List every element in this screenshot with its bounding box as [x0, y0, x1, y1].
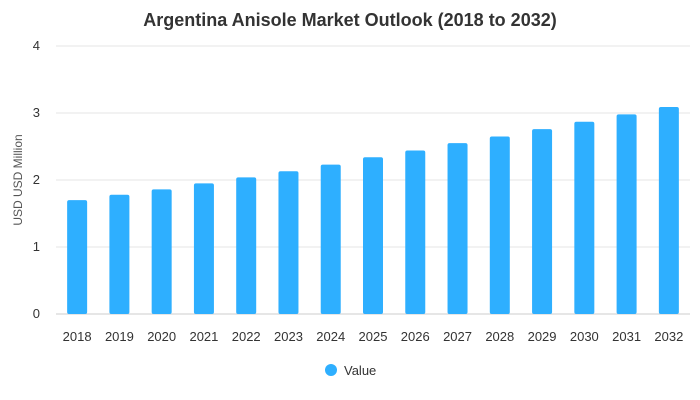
x-axis-ticks: 2018 2019 2020 2021 2022 2023 2024 2025 2026 2027…	[63, 329, 684, 344]
y-tick-label: 4	[33, 38, 40, 53]
x-tick-label: 2026	[401, 329, 430, 344]
bar-2024[interactable]	[320, 164, 341, 314]
x-tick-label: 2029	[528, 329, 557, 344]
bar-2023[interactable]	[278, 171, 299, 314]
legend[interactable]: Value	[325, 363, 376, 378]
bar-2031[interactable]	[616, 114, 637, 314]
bar-2022[interactable]	[236, 177, 257, 314]
bar-2021[interactable]	[193, 183, 214, 314]
x-tick-label: 2021	[189, 329, 218, 344]
legend-marker	[325, 364, 337, 376]
x-tick-label: 2024	[316, 329, 345, 344]
x-tick-label: 2025	[359, 329, 388, 344]
bar-2026[interactable]	[405, 150, 426, 314]
y-tick-label: 1	[33, 239, 40, 254]
y-tick-label: 3	[33, 105, 40, 120]
bar-2030[interactable]	[574, 121, 595, 315]
bars	[67, 106, 679, 315]
bar-2020[interactable]	[151, 189, 172, 314]
y-tick-label: 0	[33, 306, 40, 321]
x-tick-label: 2018	[63, 329, 92, 344]
x-tick-label: 2031	[612, 329, 641, 344]
x-tick-label: 2019	[105, 329, 134, 344]
x-tick-label: 2027	[443, 329, 472, 344]
y-axis-ticks: 0 1 2 3 4	[33, 38, 40, 321]
bar-2029[interactable]	[532, 129, 553, 314]
x-tick-label: 2022	[232, 329, 261, 344]
legend-label: Value	[344, 363, 376, 378]
y-tick-label: 2	[33, 172, 40, 187]
x-tick-label: 2032	[654, 329, 683, 344]
x-tick-label: 2028	[485, 329, 514, 344]
bar-2018[interactable]	[67, 200, 88, 314]
x-tick-label: 2023	[274, 329, 303, 344]
chart-title: Argentina Anisole Market Outlook (2018 t…	[143, 10, 556, 30]
x-tick-label: 2020	[147, 329, 176, 344]
bar-2025[interactable]	[363, 157, 383, 314]
bar-2019[interactable]	[109, 194, 130, 314]
x-tick-label: 2030	[570, 329, 599, 344]
y-axis-label: USD USD Million	[11, 134, 25, 225]
bar-2028[interactable]	[489, 136, 510, 314]
bar-2032[interactable]	[658, 106, 679, 314]
bar-2027[interactable]	[447, 143, 468, 314]
